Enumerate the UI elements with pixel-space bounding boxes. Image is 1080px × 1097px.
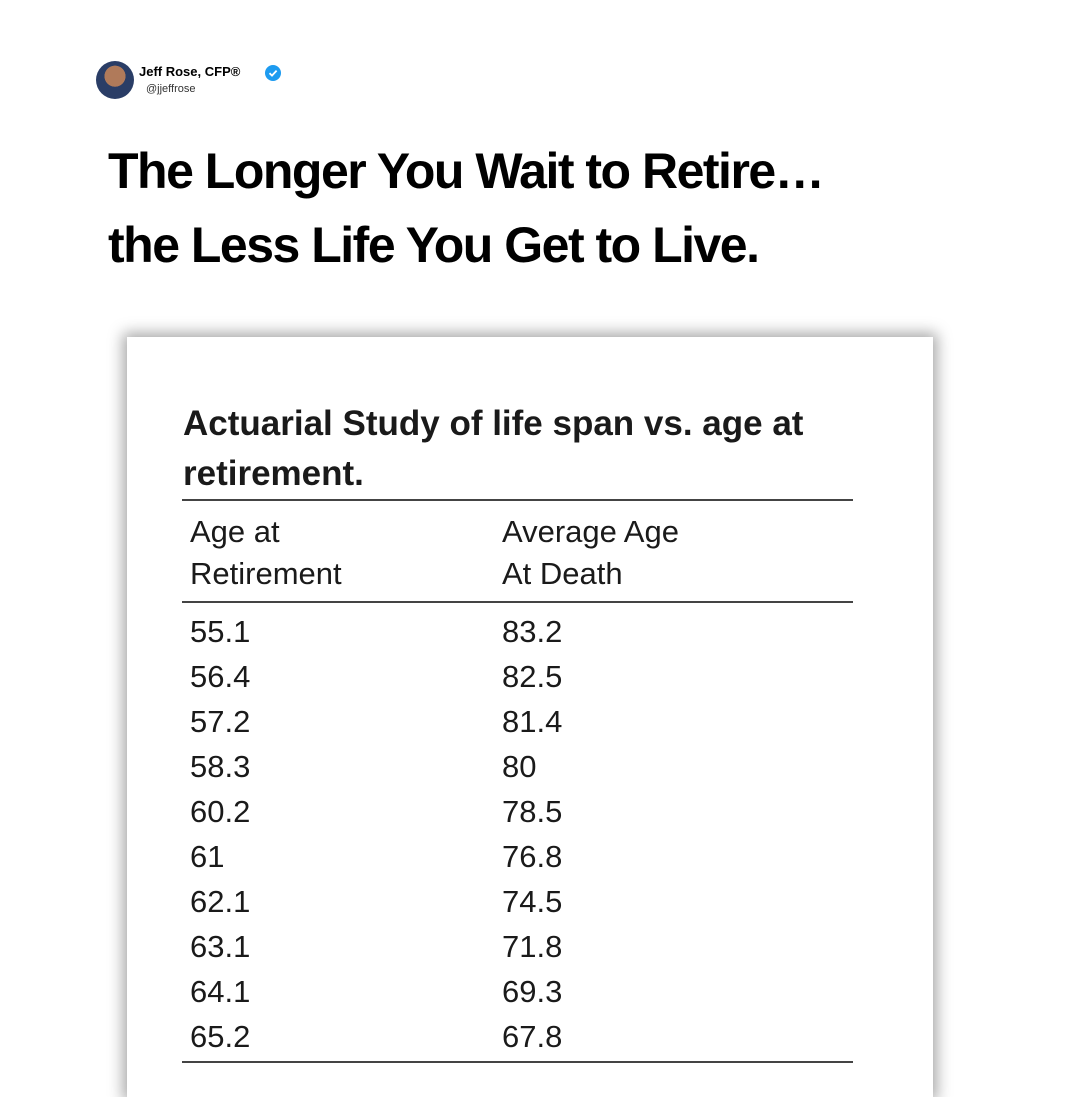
avatar — [96, 61, 134, 99]
table-cell: 71.8 — [502, 929, 563, 964]
column-header: Age at — [190, 514, 280, 549]
table-cell: 64.1 — [190, 974, 251, 1009]
table-cell: 60.2 — [190, 794, 251, 829]
column-header: At Death — [502, 556, 623, 591]
table-card — [127, 337, 933, 1097]
table-cell: 78.5 — [502, 794, 563, 829]
headline: The Longer You Wait to Retire… — [108, 143, 825, 199]
rule — [182, 601, 853, 603]
table-cell: 56.4 — [190, 659, 251, 694]
table-cell: 82.5 — [502, 659, 563, 694]
rule — [182, 1061, 853, 1063]
table-cell: 62.1 — [190, 884, 251, 919]
table-cell: 57.2 — [190, 704, 251, 739]
author-handle: @jjeffrose — [146, 83, 196, 95]
author-name: Jeff Rose, CFP® — [139, 64, 241, 79]
table-cell: 65.2 — [190, 1019, 251, 1054]
table-cell: 80 — [502, 749, 537, 784]
column-header: Average Age — [502, 514, 679, 549]
table-cell: 61 — [190, 839, 225, 874]
table-title: Actuarial Study of life span vs. age at … — [183, 404, 804, 493]
column-header: Retirement — [190, 556, 342, 591]
rule — [182, 499, 853, 501]
verified-badge — [265, 65, 281, 81]
table-cell: 69.3 — [502, 974, 563, 1009]
table-cell: 83.2 — [502, 614, 563, 649]
table-cell: 63.1 — [190, 929, 251, 964]
table-cell: 76.8 — [502, 839, 563, 874]
headline: the Less Life You Get to Live. — [108, 217, 760, 273]
table-cell: 55.1 — [190, 614, 251, 649]
table-cell: 58.3 — [190, 749, 251, 784]
table-cell: 81.4 — [502, 704, 563, 739]
table-cell: 67.8 — [502, 1019, 563, 1054]
table-cell: 74.5 — [502, 884, 563, 919]
